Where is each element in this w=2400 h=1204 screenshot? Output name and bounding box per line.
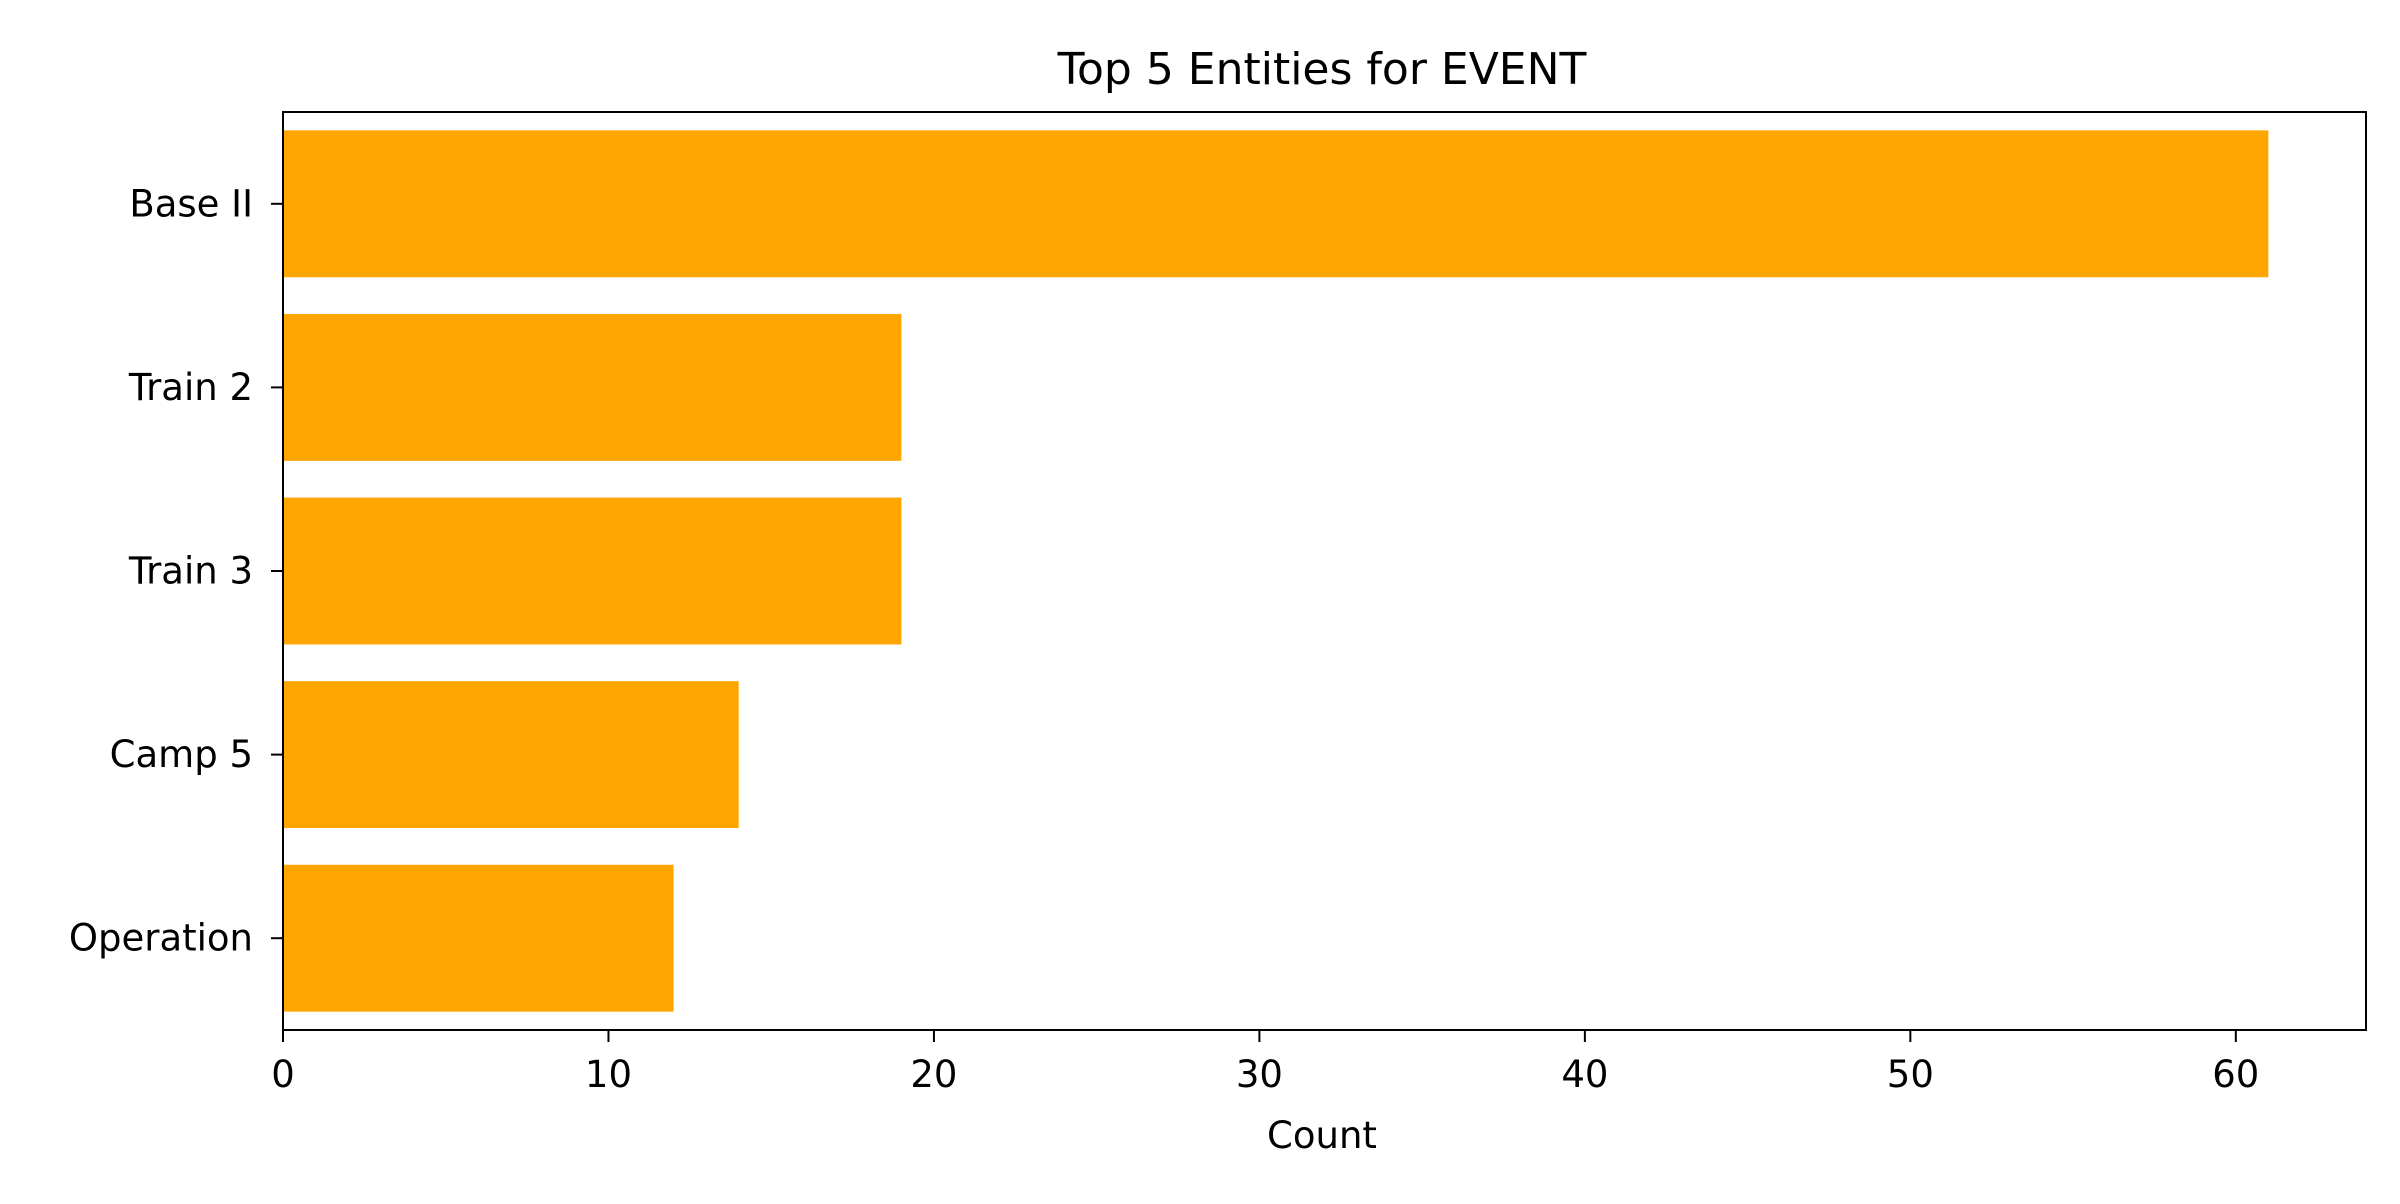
x-tick-label: 0 (271, 1053, 295, 1096)
bar-base-ii (283, 130, 2269, 278)
y-tick-label: Base II (129, 182, 253, 225)
x-tick-label: 30 (1236, 1053, 1283, 1096)
axes-layer: Base II Train 2 Train 3 Camp 5 Operation 0 10 2… (69, 111, 2367, 1096)
x-tick-label: 50 (1887, 1053, 1934, 1096)
bar-operation (283, 864, 674, 1012)
plot-frame (282, 111, 2367, 1031)
bar-train-2 (283, 313, 902, 461)
y-tick-label: Camp 5 (110, 733, 253, 776)
bar-camp-5 (283, 681, 739, 829)
x-tick-label: 40 (1561, 1053, 1608, 1096)
y-tick-label: Operation (69, 917, 253, 960)
x-tick-label: 10 (585, 1053, 632, 1096)
y-tick-label: Train 2 (128, 366, 253, 409)
x-tick-label: 20 (910, 1053, 957, 1096)
bar-train-3 (283, 497, 902, 645)
y-tick-label: Train 3 (128, 550, 253, 593)
x-tick-label: 60 (2212, 1053, 2259, 1096)
bars-layer (283, 130, 2269, 1012)
x-axis-label: Count (1267, 1114, 1377, 1157)
chart-title: Top 5 Entities for EVENT (1057, 44, 1587, 95)
